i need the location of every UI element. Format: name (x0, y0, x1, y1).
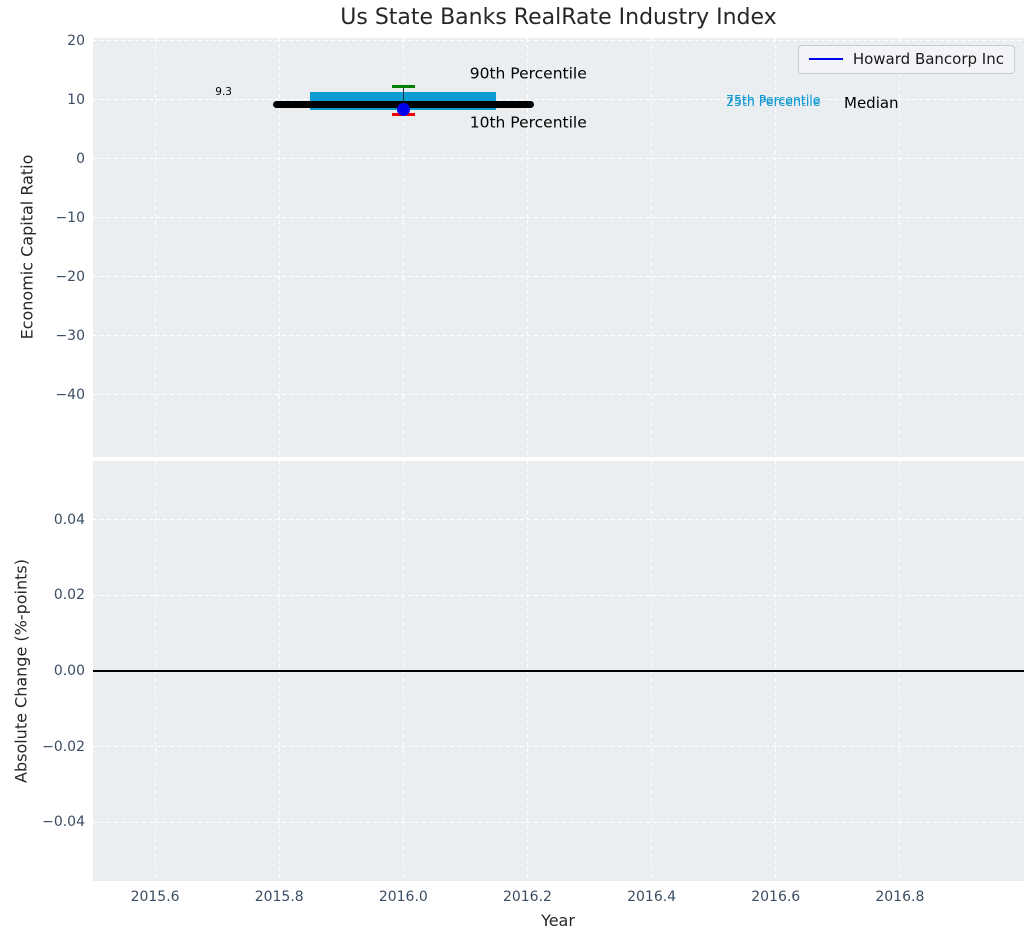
gridline-x (651, 38, 653, 457)
gridline-x (154, 38, 156, 457)
x-tick-label: 2016.6 (751, 889, 801, 905)
gridline-y (93, 217, 1024, 219)
bottom-axes-absolute-change (93, 461, 1024, 881)
gridline-y (93, 276, 1024, 278)
x-tick-label: 2015.8 (254, 889, 304, 905)
p90-label: 90th Percentile (469, 64, 587, 83)
x-tick-label: 2016.8 (875, 889, 925, 905)
y-tick-label: 0.04 (53, 511, 85, 528)
gridline-y (93, 594, 1024, 596)
gridline-x (526, 38, 528, 457)
p75-label: 75th Percentile (726, 92, 821, 107)
legend: Howard Bancorp Inc (797, 45, 1015, 74)
x-tick-label: 2016.0 (378, 889, 428, 905)
median-label: Median (844, 93, 899, 112)
y-tick-label: 0.00 (53, 663, 85, 679)
median-value-label: 9.3 (215, 86, 232, 99)
legend-line-icon (808, 58, 843, 60)
p10-label: 10th Percentile (469, 113, 587, 132)
x-tick-label: 2015.6 (130, 889, 180, 905)
y-tick-label: 10 (67, 91, 85, 108)
legend-label: Howard Bancorp Inc (852, 50, 1004, 68)
gridline-y (93, 746, 1024, 748)
errorbar-stem (402, 86, 405, 110)
x-tick-label: 2016.4 (627, 889, 677, 905)
y-tick-label: 20 (67, 32, 85, 49)
p25-label: 25th Percentile (726, 94, 821, 110)
y-axis-label-top: Economic Capital Ratio (17, 154, 37, 340)
y-tick-label: −20 (55, 268, 85, 285)
y-tick-label: −10 (55, 209, 85, 226)
x-axis-label: Year (541, 911, 575, 930)
gridline-y (93, 40, 1024, 42)
gridline-x (278, 38, 280, 457)
gridline-y (93, 158, 1024, 160)
gridline-y (93, 519, 1024, 521)
y-tick-label: −30 (55, 327, 85, 344)
gridline-y (93, 821, 1024, 823)
y-tick-label: −40 (55, 386, 85, 403)
zero-line (93, 670, 1024, 672)
howard-bancorp-point (396, 102, 410, 116)
gridline-x (402, 38, 404, 457)
y-tick-label: 0 (76, 150, 85, 167)
x-tick-label: 2016.2 (502, 889, 552, 905)
gridline-y (93, 99, 1024, 101)
top-axes-economic-capital-ratio: Howard Bancorp Inc 9.3 90th Percentile 10t… (93, 38, 1024, 457)
chart-title: Us State Banks RealRate Industry Index (340, 5, 777, 30)
p90-cap (392, 84, 415, 89)
gridline-x (899, 38, 901, 457)
gridline-y (93, 335, 1024, 337)
y-tick-label: 0.02 (53, 587, 85, 604)
y-tick-label: −0.02 (42, 738, 85, 755)
gridline-x (775, 38, 777, 457)
y-tick-label: −0.04 (42, 814, 85, 831)
gridline-y (93, 394, 1024, 396)
